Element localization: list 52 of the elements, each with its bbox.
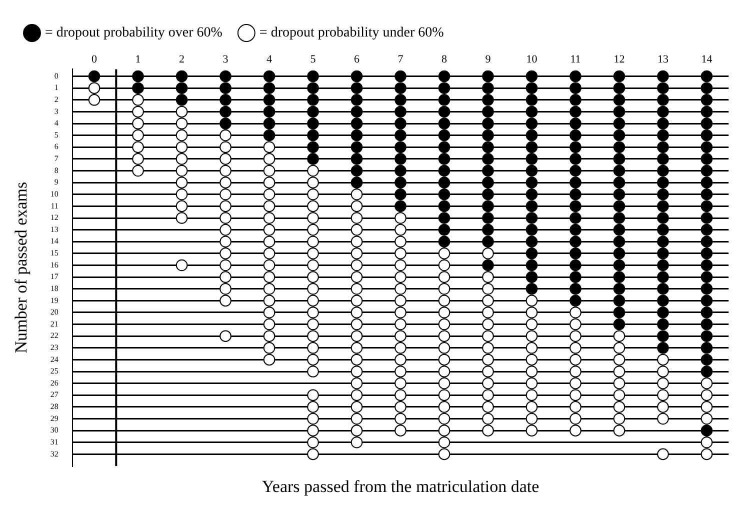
- x-tick-label: 8: [441, 53, 448, 66]
- x-tick-label: 3: [222, 53, 229, 66]
- x-tick-label: 4: [266, 53, 273, 66]
- y-tick-label: 32: [50, 449, 58, 458]
- x-tick-label: 6: [354, 53, 360, 66]
- x-tick-label: 0: [92, 53, 98, 66]
- x-tick-label: 14: [701, 53, 713, 66]
- x-tick-label: 9: [485, 53, 492, 66]
- x-tick-label: 2: [179, 53, 185, 66]
- x-tick-label: 1: [135, 53, 141, 66]
- x-tick-label: 13: [657, 53, 669, 66]
- y-tick-label: 5: [54, 130, 58, 140]
- y-tick-label: 7: [54, 154, 58, 164]
- y-tick-label: 19: [50, 296, 58, 305]
- y-tick-label: 9: [54, 178, 58, 187]
- y-tick-label: 16: [50, 260, 58, 270]
- y-tick-label: 30: [50, 426, 58, 435]
- y-tick-label: 17: [50, 272, 58, 282]
- y-tick-label: 8: [54, 166, 58, 175]
- legend-label: = dropout probability over 60%: [45, 26, 223, 41]
- y-tick-label: 27: [50, 390, 58, 400]
- y-tick-label: 15: [50, 248, 58, 258]
- y-tick-label: 11: [50, 201, 58, 210]
- x-tick-label: 5: [310, 53, 316, 66]
- y-tick-label: 28: [50, 402, 58, 412]
- y-tick-label: 6: [54, 142, 58, 152]
- y-tick-label: 26: [50, 378, 58, 388]
- y-tick-label: 4: [54, 118, 58, 128]
- y-tick-label: 18: [50, 284, 58, 293]
- x-tick-label: 11: [570, 53, 581, 66]
- y-tick-label: 0: [54, 71, 58, 80]
- x-axis-title: Years passed from the matriculation date: [262, 476, 540, 496]
- x-tick-label: 7: [398, 53, 404, 66]
- y-tick-label: 21: [50, 319, 58, 328]
- y-tick-label: 31: [50, 437, 58, 446]
- y-tick-label: 25: [50, 366, 58, 376]
- y-tick-label: 1: [54, 83, 58, 92]
- legend-label: = dropout probability under 60%: [259, 26, 444, 41]
- x-tick-label: 10: [526, 53, 538, 66]
- y-tick-label: 13: [50, 224, 58, 234]
- y-tick-label: 20: [50, 308, 58, 317]
- x-tick-label: 12: [614, 53, 625, 66]
- y-axis-title: Number of passed exams: [12, 182, 31, 354]
- y-tick-label: 23: [50, 343, 58, 352]
- y-tick-label: 29: [50, 414, 58, 423]
- y-tick-label: 10: [50, 189, 58, 198]
- y-tick-label: 12: [50, 213, 58, 222]
- y-tick-label: 14: [50, 236, 58, 246]
- y-tick-label: 2: [54, 95, 58, 104]
- y-tick-label: 3: [54, 106, 58, 116]
- y-tick-label: 22: [50, 331, 58, 340]
- y-tick-label: 24: [50, 354, 58, 364]
